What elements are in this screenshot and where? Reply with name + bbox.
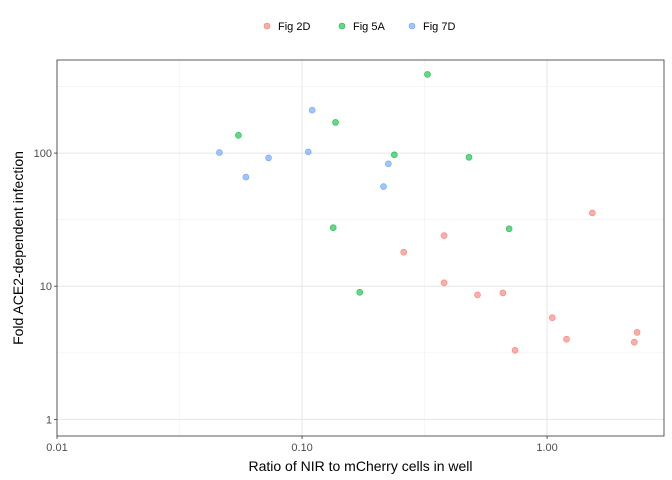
data-point <box>380 183 387 190</box>
data-point <box>589 209 596 217</box>
legend-label: Fig 7D <box>423 21 455 33</box>
data-point <box>400 248 408 256</box>
data-point <box>505 225 513 233</box>
data-point <box>633 329 641 336</box>
data-point <box>356 289 364 296</box>
data-point <box>329 224 337 232</box>
data-point <box>499 289 507 297</box>
y-tick-label: 1 <box>46 414 52 426</box>
data-point <box>216 149 223 156</box>
data-point <box>385 160 392 168</box>
data-point <box>235 131 242 139</box>
data-point <box>304 148 312 156</box>
data-point <box>548 314 556 322</box>
legend: Fig 2D Fig 5A Fig 7D <box>263 21 455 33</box>
legend-label: Fig 2D <box>278 21 310 33</box>
y-tick-label: 100 <box>34 148 52 160</box>
data-point <box>440 279 448 287</box>
legend-key <box>408 22 416 30</box>
data-point <box>332 119 339 126</box>
legend-label: Fig 5A <box>353 21 385 33</box>
data-point <box>511 347 519 354</box>
data-point <box>440 232 448 239</box>
x-tick-label: 0.10 <box>291 442 312 454</box>
data-point <box>631 338 638 346</box>
data-point <box>424 71 431 78</box>
y-axis-ticks: 1 10 100 <box>34 148 57 426</box>
y-tick-label: 10 <box>40 281 52 293</box>
plot-panel <box>57 60 664 436</box>
data-point <box>474 291 481 299</box>
x-tick-label: 0.01 <box>46 442 67 454</box>
data-point <box>563 335 570 343</box>
data-point <box>265 154 272 162</box>
data-points <box>216 71 641 354</box>
y-axis-title: Fold ACE2-dependent infection <box>10 151 26 345</box>
legend-key <box>263 22 271 30</box>
x-tick-label: 1.00 <box>536 442 557 454</box>
x-axis-title: Ratio of NIR to mCherry cells in well <box>248 458 472 474</box>
legend-key <box>338 22 346 30</box>
x-axis-ticks: 0.01 0.10 1.00 <box>46 436 558 454</box>
gridlines <box>56 60 664 436</box>
data-point <box>465 153 473 161</box>
data-point <box>391 151 398 159</box>
plot-border <box>56 59 665 437</box>
data-point <box>242 173 250 181</box>
data-point <box>308 106 316 114</box>
